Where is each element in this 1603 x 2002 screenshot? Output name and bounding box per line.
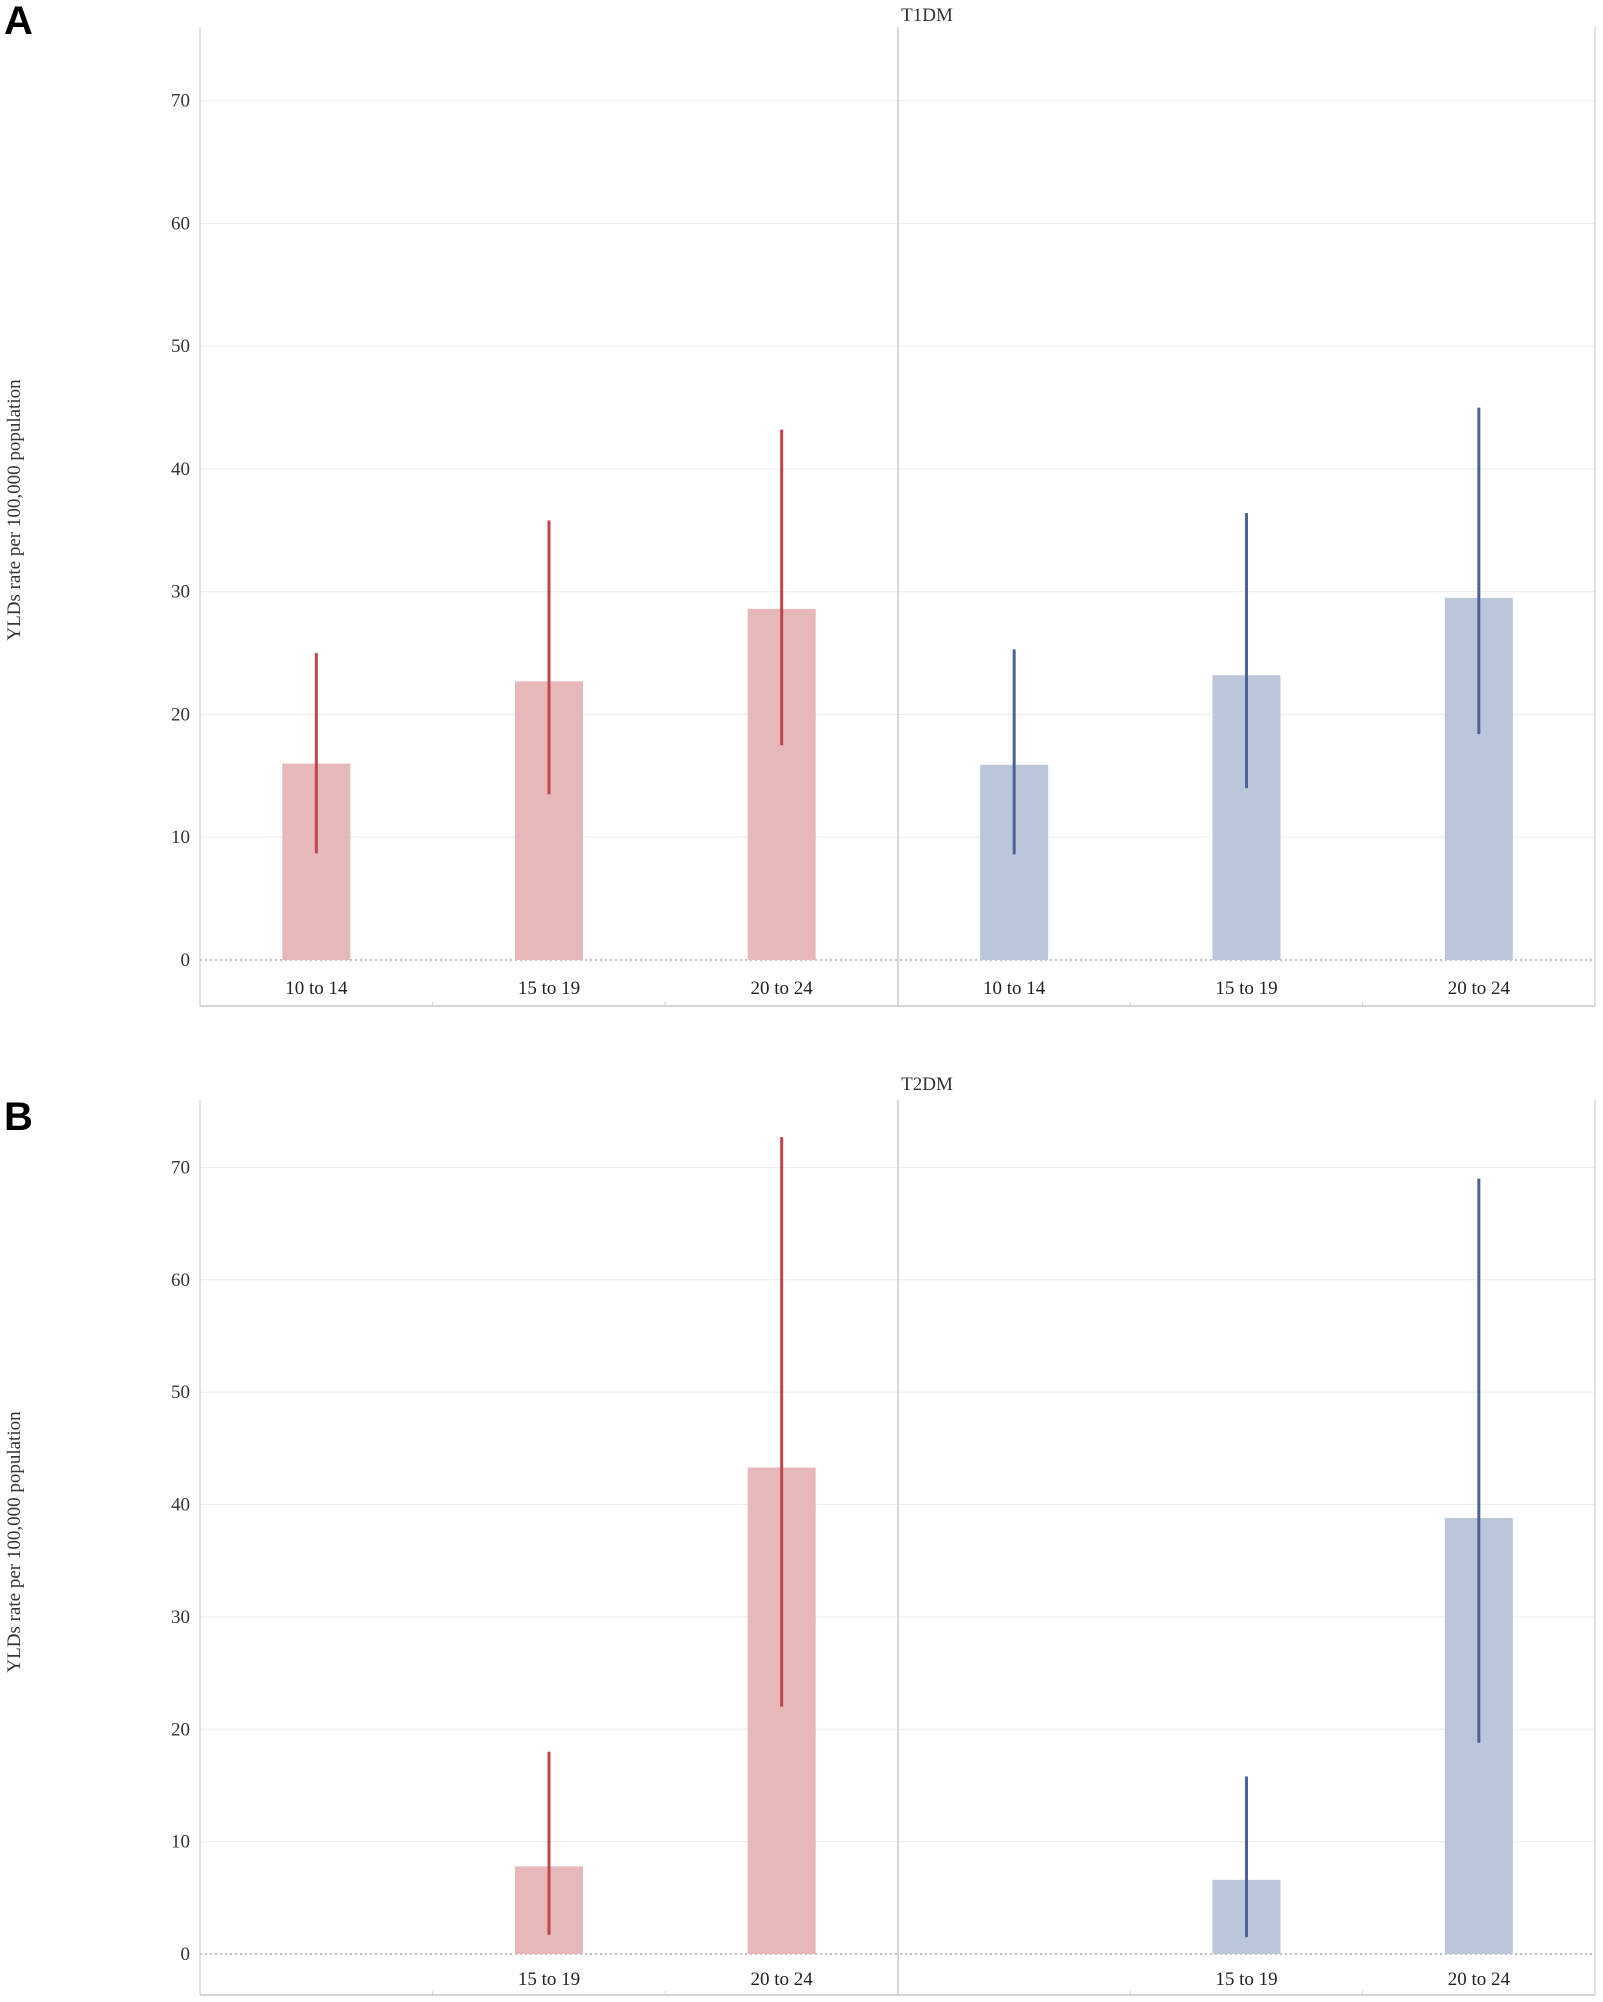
y-tick-label-70: 70	[171, 91, 190, 112]
y-tick-label-50: 50	[171, 336, 190, 357]
y-tick-label-20: 20	[171, 1719, 190, 1740]
y-tick-label-70: 70	[171, 1157, 190, 1178]
y-tick-label-60: 60	[171, 1270, 190, 1291]
y-tick-label-10: 10	[171, 1832, 190, 1853]
panel-b-x-ticks: 15 to 19 20 to 24 15 to 19 20 to 24	[518, 1969, 1511, 1990]
y-tick-label-60: 60	[171, 213, 190, 234]
x-tick-label-20-to-24: 20 to 24	[1448, 978, 1511, 999]
y-tick-label-40: 40	[171, 459, 190, 480]
x-tick-label-10-to-14: 10 to 14	[285, 978, 348, 999]
panel-b-y-axis-label: YLDs rate per 100,000 population	[4, 1411, 25, 1673]
x-tick-label-15-to-19: 15 to 19	[1215, 1969, 1277, 1990]
x-tick-label-20-to-24: 20 to 24	[1448, 1969, 1511, 1990]
panel-b: B T2DM YLDs rate per 100,000 population …	[4, 1074, 1596, 1996]
panel-a-frame	[199, 27, 1596, 1007]
panel-b-frame	[199, 1100, 1596, 1996]
y-tick-label-40: 40	[171, 1495, 190, 1516]
panel-b-error-bars	[547, 1137, 1481, 1938]
x-tick-label-10-to-14: 10 to 14	[983, 978, 1046, 999]
panel-a: A T1DM YLDs rate per 100,000 population …	[4, 0, 1596, 1007]
x-tick-label-20-to-24: 20 to 24	[751, 978, 814, 999]
panel-a-title: T1DM	[901, 5, 953, 26]
panel-b-y-ticks: 0 10 20 30 40 50 60 70	[171, 1157, 190, 1965]
panel-a-error-bars	[314, 407, 1481, 855]
y-tick-label-10: 10	[171, 827, 190, 848]
y-tick-label-50: 50	[171, 1382, 190, 1403]
x-tick-label-15-to-19: 15 to 19	[518, 1969, 580, 1990]
panel-b-bars	[515, 1467, 1513, 1954]
panel-a-bars	[282, 597, 1513, 960]
panel-b-label: B	[4, 1095, 33, 1139]
y-tick-label-0: 0	[181, 1944, 191, 1965]
panel-b-title: T2DM	[901, 1074, 953, 1095]
x-tick-label-15-to-19: 15 to 19	[1215, 978, 1277, 999]
x-tick-label-15-to-19: 15 to 19	[518, 978, 580, 999]
panel-a-y-ticks: 0 10 20 30 40 50 60 70	[171, 91, 190, 971]
y-tick-label-0: 0	[181, 950, 191, 971]
y-tick-label-30: 30	[171, 582, 190, 603]
y-tick-label-20: 20	[171, 704, 190, 725]
x-tick-label-20-to-24: 20 to 24	[751, 1969, 814, 1990]
panel-a-x-ticks: 10 to 14 15 to 19 20 to 24 10 to 14 15 to 19…	[285, 978, 1510, 999]
panel-a-label: A	[4, 0, 33, 43]
y-tick-label-30: 30	[171, 1607, 190, 1628]
panel-a-y-axis-label: YLDs rate per 100,000 population	[4, 379, 25, 641]
